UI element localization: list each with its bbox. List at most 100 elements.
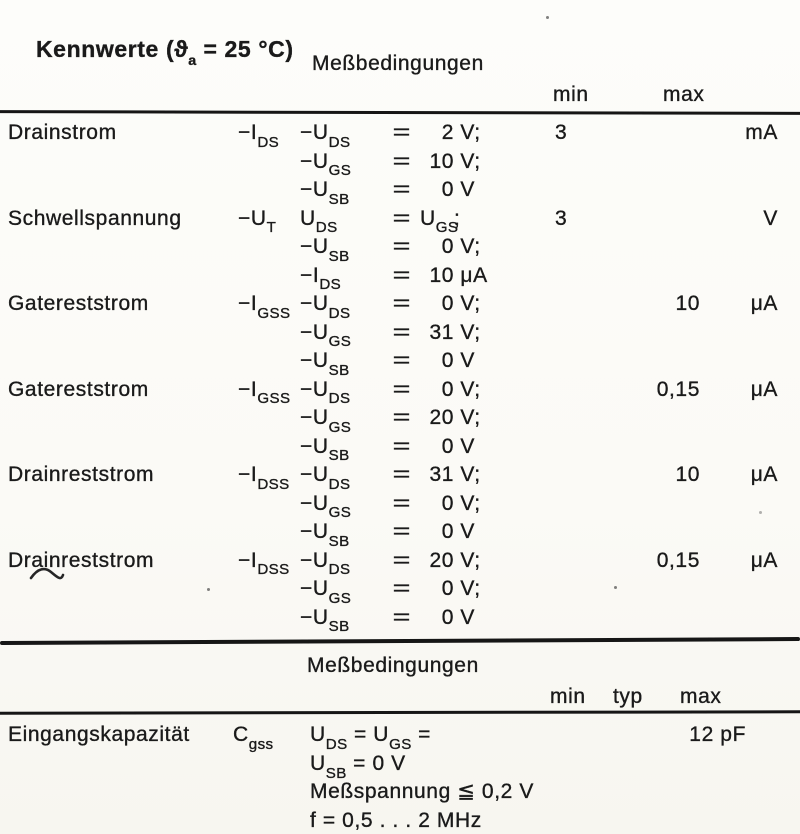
column-header-typ: typ bbox=[613, 685, 643, 708]
scan-artifact bbox=[759, 511, 762, 514]
test-conditions: −UDS = 20 V; −UGS = 0 V; −USB = 0 V bbox=[300, 547, 555, 636]
table-row: Gatereststrom −IGSS −UDS = 0 V; −UGS = 31 V; −… bbox=[0, 290, 800, 379]
condition-line: UDS = UGS; bbox=[300, 205, 555, 237]
parameter-symbol: −UT bbox=[238, 206, 277, 237]
column-header-min: min bbox=[553, 83, 589, 106]
formula-segment: V bbox=[454, 349, 476, 372]
formula-segment: −UGS bbox=[300, 406, 352, 436]
condition-line: −UDS = 31 V; bbox=[300, 461, 555, 493]
max-value: 10 bbox=[675, 463, 700, 486]
scan-artifact bbox=[546, 16, 549, 19]
formula-segment: −IDS bbox=[300, 263, 342, 294]
formula-segment: = bbox=[392, 149, 412, 173]
handwritten-mark bbox=[29, 567, 65, 580]
formula-segment: 20 bbox=[429, 548, 454, 572]
parameter-name: Drainstrom bbox=[8, 121, 117, 144]
condition-line: USB = 0 V bbox=[310, 751, 406, 782]
characteristics-table: Drainstrom −IDS −UDS = 2 V; −UGS = 10 V; −USB =… bbox=[0, 119, 800, 636]
formula-segment: 0 bbox=[441, 178, 454, 201]
table2-mintypmax-header: min typ max bbox=[0, 685, 800, 709]
formula-segment: V; bbox=[454, 406, 481, 429]
max-value: 10 bbox=[675, 292, 700, 315]
unit: V bbox=[763, 206, 778, 230]
condition-line: −USB = 0 V bbox=[300, 433, 555, 463]
table-row: Eingangskapazität Cgss UDS = UGS = USB = … bbox=[0, 721, 800, 834]
parameter-symbol: −IDSS bbox=[238, 548, 290, 579]
column-header-messbedingungen: Meßbedingungen bbox=[307, 654, 479, 677]
formula-segment: 2 bbox=[441, 121, 454, 144]
min-value: 3 bbox=[555, 121, 568, 144]
formula-segment: −USB bbox=[300, 520, 350, 550]
formula-segment: = bbox=[392, 263, 412, 287]
formula-segment: −UDS bbox=[300, 292, 351, 322]
formula-segment: 10 bbox=[429, 263, 454, 287]
formula-segment: V; bbox=[454, 377, 481, 401]
unit: mA bbox=[745, 121, 778, 144]
formula-segment: = bbox=[392, 434, 412, 458]
condition-line: UDS = UGS = bbox=[310, 723, 432, 753]
table-row: Gatereststrom −IGSS −UDS = 0 V; −UGS = 20 V; −… bbox=[0, 376, 800, 463]
formula-segment: 0 bbox=[441, 349, 454, 372]
formula-segment: −USB bbox=[300, 178, 350, 208]
table-row: Drainreststrom −IDSS −UDS = 20 V; −UGS = 0 V;… bbox=[0, 547, 800, 636]
formula-segment: = bbox=[392, 349, 412, 372]
formula-segment: −UDS bbox=[300, 121, 351, 151]
max-value: 0,15 bbox=[656, 548, 700, 572]
formula-segment: V; bbox=[454, 121, 481, 144]
table-row: Drainstrom −IDS −UDS = 2 V; −UGS = 10 V; −USB =… bbox=[0, 119, 800, 208]
formula-segment: −UGS bbox=[300, 320, 352, 351]
unit: μA bbox=[750, 548, 778, 572]
formula-segment: = bbox=[392, 491, 412, 515]
test-conditions: UDS = UGS = USB = 0 V Meßspannung ≦ 0,2 V f… bbox=[310, 721, 598, 834]
test-conditions: UDS = UGS; −USB = 0 V; −IDS = 10 μA bbox=[300, 205, 555, 294]
table-row: Schwellspannung −UT UDS = UGS; −USB = 0 V; −ID… bbox=[0, 205, 800, 294]
formula-segment: 0 bbox=[441, 520, 454, 543]
test-conditions: −UDS = 31 V; −UGS = 0 V; −USB = 0 V bbox=[300, 461, 555, 550]
formula-segment: V; bbox=[454, 548, 481, 572]
formula-segment: −UDS bbox=[300, 548, 351, 579]
parameter-symbol: −IDSS bbox=[238, 463, 290, 493]
max-value: 12 pF bbox=[689, 723, 746, 746]
condition-line: −USB = 0 V bbox=[300, 176, 555, 208]
formula-segment: −UDS bbox=[300, 377, 351, 408]
formula-segment: = bbox=[392, 121, 412, 144]
parameter-symbol: −IGSS bbox=[238, 292, 291, 322]
formula-segment: UGS bbox=[420, 206, 459, 237]
page-title: Kennwerte (ϑa = 25 °C) bbox=[8, 9, 294, 90]
formula-segment: = bbox=[392, 577, 412, 600]
formula-segment: UDS bbox=[300, 206, 338, 237]
column-header-messbedingungen: Meßbedingungen bbox=[312, 52, 484, 75]
formula-segment: = bbox=[392, 206, 412, 230]
formula-segment: 0 bbox=[441, 292, 454, 315]
formula-segment: 31 bbox=[429, 463, 454, 486]
formula-segment: ; bbox=[454, 206, 461, 230]
formula-segment: μA bbox=[454, 263, 488, 287]
column-header-min: min bbox=[550, 685, 586, 708]
column-header-max: max bbox=[680, 685, 722, 708]
condition-line: −USB = 0 V bbox=[300, 604, 555, 636]
table-separator-rule bbox=[0, 637, 800, 645]
formula-segment: V; bbox=[454, 149, 481, 173]
formula-segment: −UDS bbox=[300, 463, 351, 493]
formula-segment: V; bbox=[454, 292, 481, 315]
formula-segment: −USB bbox=[300, 349, 350, 379]
condition-line: −USB = 0 V bbox=[300, 518, 555, 550]
formula-segment: = bbox=[392, 292, 412, 315]
column-header-max: max bbox=[663, 83, 705, 106]
parameter-name: Eingangskapazität bbox=[8, 723, 190, 746]
unit: μA bbox=[750, 463, 778, 486]
formula-segment: = bbox=[392, 178, 412, 201]
test-conditions: −UDS = 0 V; −UGS = 20 V; −USB = 0 V bbox=[300, 376, 555, 463]
condition-line: −UDS = 20 V; bbox=[300, 547, 555, 579]
condition-line: −USB = 0 V; bbox=[300, 233, 555, 264]
table1-minmax-header: min max bbox=[0, 83, 800, 107]
formula-segment: = bbox=[392, 235, 412, 258]
min-value: 3 bbox=[555, 206, 568, 230]
max-value: 0,15 bbox=[656, 377, 700, 401]
formula-segment: V; bbox=[454, 577, 481, 600]
formula-segment: −UGS bbox=[300, 491, 352, 522]
formula-segment: −USB bbox=[300, 605, 350, 636]
formula-segment: = bbox=[392, 548, 412, 572]
formula-segment: −UGS bbox=[300, 149, 352, 180]
formula-segment: V bbox=[454, 434, 476, 458]
